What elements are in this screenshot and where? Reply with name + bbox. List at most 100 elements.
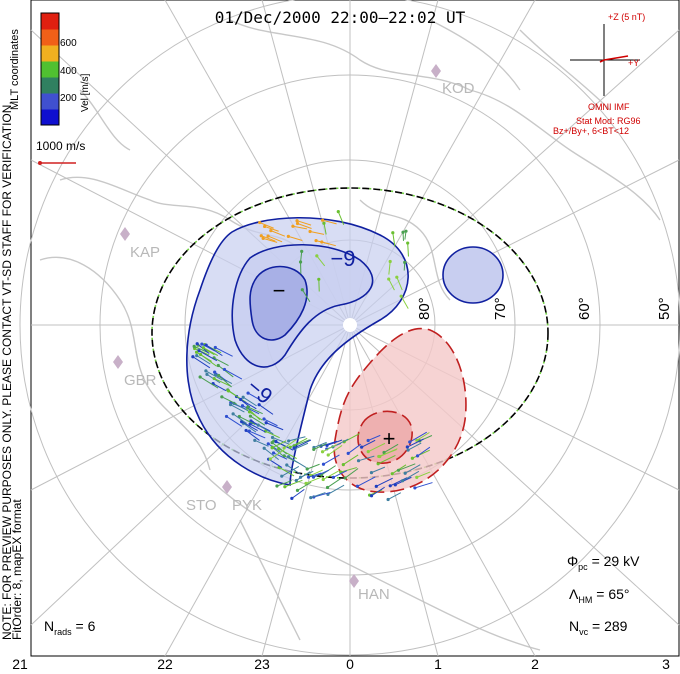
mlt-label: 1 xyxy=(434,656,442,672)
velocity-vector xyxy=(241,421,258,431)
velocity-vector xyxy=(291,488,305,499)
velocity-vector-origin xyxy=(271,451,276,455)
colorbar-segment xyxy=(41,109,59,126)
velocity-vector-origin xyxy=(195,342,199,346)
velocity-vector-origin xyxy=(406,241,410,245)
velocity-vector-origin xyxy=(216,363,220,368)
velocity-vector xyxy=(242,396,257,407)
velocity-vector xyxy=(400,295,409,309)
positive-potential-cell xyxy=(333,327,467,493)
velocity-vector xyxy=(300,470,314,478)
velocity-vector xyxy=(288,456,307,469)
velocity-vector xyxy=(239,416,256,426)
velocity-vector-origin xyxy=(366,438,370,443)
velocity-vector xyxy=(416,471,431,478)
velocity-vector xyxy=(272,436,290,445)
velocity-vector xyxy=(281,466,300,477)
site-label: HAN xyxy=(358,586,390,603)
velocity-vector xyxy=(323,454,340,465)
velocity-vector xyxy=(283,439,297,449)
negative-potential-secondary-cell xyxy=(442,246,504,304)
velocity-vector-origin xyxy=(415,454,420,458)
velocity-vector xyxy=(333,470,348,478)
velocity-vector xyxy=(236,396,251,408)
velocity-vector-origin xyxy=(246,405,250,409)
velocity-vector xyxy=(267,235,283,243)
velocity-vector-origin xyxy=(228,403,233,407)
velocity-vector-origin xyxy=(399,294,403,298)
velocity-vector-origin xyxy=(292,446,296,450)
velocity-vector-origin xyxy=(213,370,217,374)
velocity-vector xyxy=(259,222,274,229)
velocity-vector xyxy=(316,255,326,267)
colorbar-segment xyxy=(41,13,59,30)
velocity-vector xyxy=(270,449,285,460)
site-label: KAP xyxy=(130,244,161,261)
velocity-vector xyxy=(203,347,219,357)
velocity-vector-origin xyxy=(306,475,311,479)
mlt-coordinates-note: MLT coordinates xyxy=(9,29,21,110)
velocity-vector xyxy=(344,468,359,479)
velocity-vector-origin xyxy=(222,367,227,372)
velocity-vector-origin xyxy=(305,467,309,471)
velocity-vector xyxy=(265,430,280,439)
colorbar-tick-600: 600 xyxy=(60,38,77,49)
velocity-vector-origin xyxy=(268,457,272,461)
velocity-vector xyxy=(371,486,385,497)
velocity-vector xyxy=(402,470,420,482)
coastlines xyxy=(39,19,661,651)
velocity-vector xyxy=(263,418,278,427)
velocity-vector xyxy=(194,348,210,356)
velocity-vector xyxy=(213,357,229,367)
velocity-vector xyxy=(308,472,322,478)
velocity-vector xyxy=(276,480,293,487)
velocity-vector xyxy=(263,447,279,461)
velocity-vector-origin xyxy=(204,343,208,347)
magnetic-pole xyxy=(343,318,357,332)
velocity-vector-origin xyxy=(257,403,261,407)
velocity-vector xyxy=(368,442,386,453)
radar-site-markers xyxy=(113,64,441,588)
velocity-vector-origin xyxy=(247,429,251,433)
phi-pc-stat: Φpc = 29 kV xyxy=(567,553,639,572)
velocity-vector xyxy=(322,219,337,225)
velocity-vector xyxy=(232,413,247,424)
velocity-vector-origin xyxy=(360,445,364,449)
velocity-vector xyxy=(390,477,408,487)
velocity-vector-origin xyxy=(194,350,199,354)
velocity-vector-origin xyxy=(391,231,395,235)
imf-condition: Bz+/By+, 6<BT<12 xyxy=(553,126,630,136)
velocity-colorbar xyxy=(40,12,60,126)
mlt-label: 3 xyxy=(662,656,670,672)
site-label: GBR xyxy=(124,372,157,389)
velocity-vector-origin xyxy=(404,229,408,233)
velocity-vector-origin xyxy=(331,475,335,479)
velocity-vector-origin xyxy=(295,488,300,492)
velocity-vector-origin xyxy=(395,275,399,279)
velocity-vector xyxy=(412,449,430,459)
velocity-vector xyxy=(309,230,325,235)
velocity-vector-origin xyxy=(309,496,313,500)
velocity-vector-origin xyxy=(231,412,235,416)
velocity-vector xyxy=(297,481,312,491)
velocity-vector xyxy=(250,415,266,426)
velocity-vector xyxy=(224,368,243,380)
velocity-vector-origin xyxy=(304,481,308,485)
velocity-vector-origin xyxy=(256,423,260,427)
velocity-vector-origin xyxy=(300,288,304,292)
velocity-vector-origin xyxy=(336,210,340,214)
velocity-vector-origin xyxy=(270,435,275,440)
velocity-vector xyxy=(278,466,295,477)
site-label: STO xyxy=(186,497,217,514)
velocity-vector-origin xyxy=(204,369,208,373)
velocity-vector-origin xyxy=(283,485,287,489)
velocity-vector xyxy=(215,347,233,357)
velocity-vector-origin xyxy=(325,485,330,490)
velocity-vector-origin xyxy=(270,446,274,450)
velocity-vector xyxy=(367,434,381,441)
velocity-vector xyxy=(387,492,402,500)
velocity-vector xyxy=(315,240,331,245)
map-title: 01/Dec/2000 22:00–22:02 UT xyxy=(214,8,466,27)
velocity-vector-origin xyxy=(326,453,330,457)
velocity-vector xyxy=(213,378,231,387)
